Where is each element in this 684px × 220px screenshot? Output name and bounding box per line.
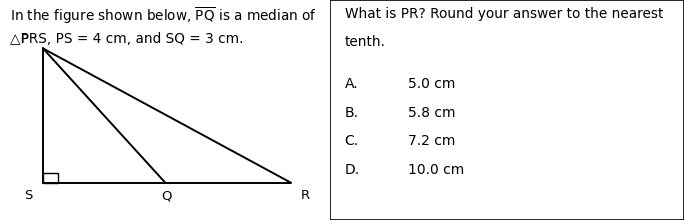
Text: What is PR? Round your answer to the nearest: What is PR? Round your answer to the nea… bbox=[345, 7, 663, 21]
Text: 5.0 cm: 5.0 cm bbox=[408, 77, 456, 91]
Text: D.: D. bbox=[345, 163, 360, 177]
Text: A.: A. bbox=[345, 77, 358, 91]
Text: S: S bbox=[24, 189, 32, 202]
Text: R: R bbox=[301, 189, 310, 202]
Text: B.: B. bbox=[345, 106, 358, 120]
Text: 7.2 cm: 7.2 cm bbox=[408, 134, 456, 148]
Text: tenth.: tenth. bbox=[345, 35, 386, 49]
Text: P: P bbox=[21, 33, 29, 46]
Text: 10.0 cm: 10.0 cm bbox=[408, 163, 464, 177]
Text: △PRS, PS = 4 cm, and SQ = 3 cm.: △PRS, PS = 4 cm, and SQ = 3 cm. bbox=[10, 32, 244, 46]
Text: In the figure shown below, $\overline{\rm PQ}$ is a median of: In the figure shown below, $\overline{\r… bbox=[10, 6, 317, 26]
Text: C.: C. bbox=[345, 134, 358, 148]
Text: 5.8 cm: 5.8 cm bbox=[408, 106, 456, 120]
Text: Q: Q bbox=[161, 189, 172, 202]
